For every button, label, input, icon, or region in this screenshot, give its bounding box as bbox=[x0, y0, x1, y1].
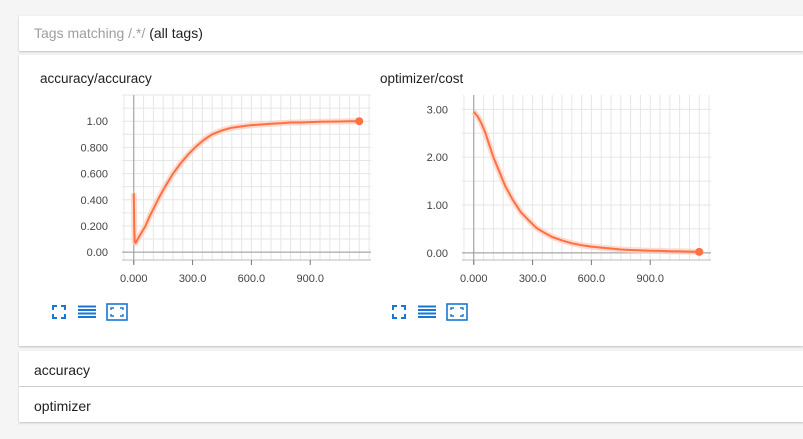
chart-title: optimizer/cost bbox=[380, 71, 464, 86]
charts-panel: accuracy/accuracy 0.000 300.0 600.0 900.0 0.… bbox=[19, 55, 803, 346]
x-tick-label: 600.0 bbox=[578, 273, 606, 285]
chart-card-cost: optimizer/cost 0.000 300.0 600.0 900.0 0.00 1… bbox=[378, 55, 718, 346]
x-tick-label: 0.000 bbox=[120, 273, 148, 285]
series-end-point bbox=[355, 117, 364, 126]
tag-filter-note: (all tags) bbox=[149, 25, 203, 41]
series-raw-band bbox=[471, 109, 700, 255]
series-end-point bbox=[695, 247, 704, 256]
x-tick-label: 600.0 bbox=[238, 273, 266, 285]
section-optimizer[interactable]: optimizer bbox=[19, 387, 803, 422]
fit-domain-button[interactable] bbox=[446, 302, 468, 322]
y-tick-label: 0.00 bbox=[87, 247, 108, 259]
y-tick-label: 0.600 bbox=[80, 169, 108, 181]
y-tick-label: 0.400 bbox=[80, 195, 108, 207]
chart-title: accuracy/accuracy bbox=[40, 71, 152, 86]
y-tick-label: 3.00 bbox=[427, 104, 448, 116]
section-title: accuracy bbox=[34, 362, 91, 378]
tag-filter-label: Tags matching bbox=[34, 25, 125, 41]
y-tick-label: 0.00 bbox=[427, 248, 448, 260]
fit-domain-icon bbox=[446, 303, 468, 321]
y-tick-label: 1.00 bbox=[87, 116, 108, 128]
fit-domain-button[interactable] bbox=[106, 302, 128, 322]
accuracy-chart[interactable]: 0.000 300.0 600.0 900.0 0.00 0.200 0.400 0.600 0… bbox=[38, 93, 378, 293]
list-lines-icon bbox=[78, 305, 96, 318]
section-title: optimizer bbox=[34, 398, 91, 414]
fullscreen-button[interactable] bbox=[388, 302, 410, 322]
list-lines-icon bbox=[418, 305, 436, 318]
series-line bbox=[132, 120, 360, 244]
fit-domain-icon bbox=[106, 303, 128, 321]
y-tick-label: 0.800 bbox=[80, 142, 108, 154]
toggle-log-scale-button[interactable] bbox=[416, 302, 438, 322]
y-tick-label: 0.200 bbox=[80, 221, 108, 233]
toggle-log-scale-button[interactable] bbox=[76, 302, 98, 322]
section-accuracy[interactable]: accuracy bbox=[19, 351, 803, 386]
x-tick-label: 900.0 bbox=[296, 273, 324, 285]
y-tick-label: 1.00 bbox=[427, 200, 448, 212]
y-tick-label: 2.00 bbox=[427, 152, 448, 164]
fullscreen-button[interactable] bbox=[48, 302, 70, 322]
tag-filter-text[interactable]: Tags matching /.*/ (all tags) bbox=[34, 25, 203, 41]
x-tick-label: 300.0 bbox=[179, 273, 207, 285]
tag-filter-bar[interactable]: Tags matching /.*/ (all tags) bbox=[19, 16, 803, 51]
tag-filter-pattern[interactable]: /.*/ bbox=[128, 25, 146, 41]
cost-chart[interactable]: 0.000 300.0 600.0 900.0 0.00 1.00 2.00 3.00 bbox=[378, 93, 718, 293]
x-tick-label: 300.0 bbox=[519, 273, 547, 285]
fullscreen-icon bbox=[52, 305, 66, 319]
fullscreen-icon bbox=[392, 305, 406, 319]
series-line bbox=[473, 111, 700, 253]
chart-card-accuracy: accuracy/accuracy 0.000 300.0 600.0 900.0 0.… bbox=[38, 55, 378, 346]
x-tick-label: 0.000 bbox=[460, 273, 488, 285]
x-tick-label: 900.0 bbox=[636, 273, 664, 285]
